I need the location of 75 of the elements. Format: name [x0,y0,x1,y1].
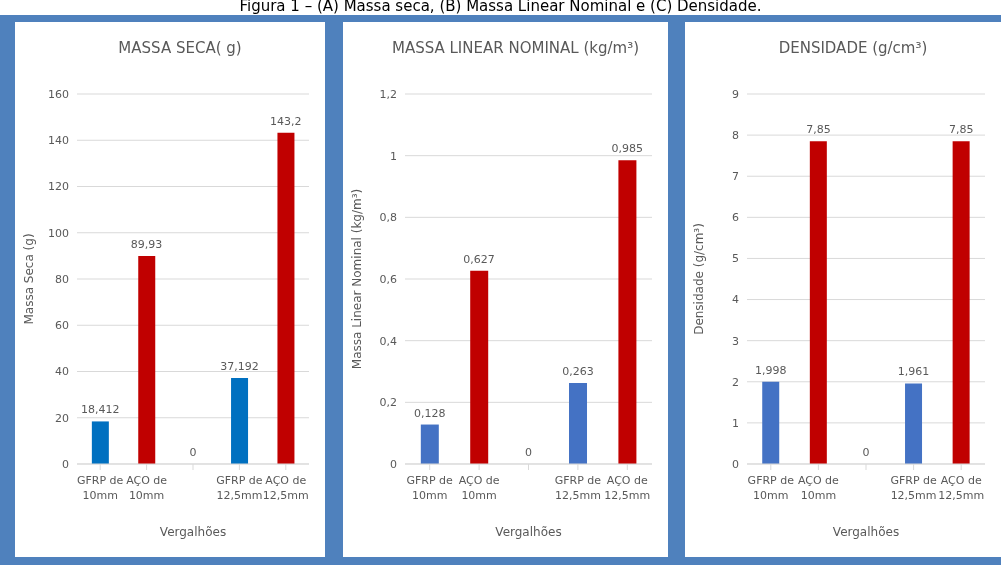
x-tick-label: AÇO de 10mm [126,474,168,502]
y-tick-label: 40 [55,365,69,379]
y-tick-label: 80 [55,272,69,286]
y-tick-label: 4 [732,293,739,307]
bar [569,382,588,464]
data-label: 1,998 [755,363,787,377]
bar [905,383,923,464]
y-tick-label: 0,4 [379,334,397,348]
x-tick-label: AÇO de 12,5mm [938,474,985,502]
data-label: 143,2 [270,114,302,128]
bar [420,424,439,464]
x-axis-title: Vergalhões [159,525,227,539]
y-tick-label: 1,2 [379,87,397,101]
chart-title: MASSA LINEAR NOMINAL (kg/m³) [390,38,641,59]
x-tick-label: AÇO de 12,5mm [262,474,309,502]
bar [277,132,295,464]
y-tick-label: 9 [732,87,739,101]
y-tick-label: 0,8 [379,211,397,225]
chart-title: DENSIDADE (g/cm³) [777,38,929,59]
bar [138,256,156,464]
y-tick-label: 140 [48,134,69,148]
data-label: 89,93 [130,238,163,252]
y-tick-label: 60 [55,319,69,333]
y-tick-label: 6 [732,211,739,225]
data-label: 0 [189,446,197,459]
data-label: 1,961 [897,365,930,379]
x-tick-label: GFRP de 12,5mm [890,474,938,502]
bar [762,381,780,464]
x-tick-label: GFRP de 10mm [77,474,124,502]
y-tick-label: 0 [390,457,397,471]
bar [231,377,249,464]
chart-title: MASSA SECA( g) [117,38,243,59]
y-tick-label: 0,6 [379,272,397,286]
y-tick-label: 5 [732,252,739,266]
y-tick-label: 2 [732,375,739,389]
y-tick-label: 7 [732,170,739,184]
bar [952,141,970,464]
y-tick-label: 0 [732,457,739,471]
data-label: 0 [525,446,532,459]
y-tick-label: 160 [48,87,69,101]
bar [809,141,827,464]
y-axis-title: Densidade (g/cm³) [692,223,707,335]
data-label: 0,627 [463,252,495,266]
text: Figura 1 – (A) Massa seca, (B) Massa Linear Nominal e (C) Densidade. [238,0,763,15]
data-label: 0,128 [413,406,446,420]
y-tick-label: 3 [732,334,739,348]
x-tick-label: AÇO de 12,5mm [604,474,651,502]
y-tick-label: 0 [62,457,69,471]
y-tick-label: 100 [48,226,69,240]
x-tick-label: GFRP de 10mm [747,474,795,502]
y-tick-label: 20 [55,411,69,425]
x-tick-label: AÇO de 10mm [797,474,840,502]
y-tick-label: 1 [390,149,397,163]
y-tick-label: 1 [732,416,739,430]
x-tick-label: GFRP de 12,5mm [554,474,602,502]
y-tick-label: 120 [48,180,69,194]
data-label: 0,263 [562,364,594,378]
data-label: 37,192 [220,359,259,373]
y-tick-label: 0,2 [379,396,397,410]
data-label: 0,985 [611,142,644,156]
x-axis-title: Vergalhões [832,525,900,539]
bar [470,270,489,464]
x-tick-label: GFRP de 12,5mm [216,474,263,502]
y-axis-title: Massa Linear Nominal (kg/m³) [350,188,365,370]
x-tick-label: AÇO de 10mm [458,474,500,502]
bar [618,160,637,464]
data-label: 0 [862,446,870,459]
x-tick-label: GFRP de 10mm [406,474,454,502]
data-label: 7,85 [948,123,974,137]
y-axis-title: Massa Seca (g) [22,233,37,325]
bar [91,421,109,464]
data-label: 7,85 [806,123,831,137]
data-label: 18,412 [80,403,120,417]
x-axis-title: Vergalhões [495,525,562,539]
y-tick-label: 8 [732,129,739,143]
